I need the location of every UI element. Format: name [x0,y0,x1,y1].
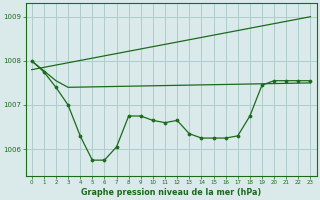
X-axis label: Graphe pression niveau de la mer (hPa): Graphe pression niveau de la mer (hPa) [81,188,261,197]
